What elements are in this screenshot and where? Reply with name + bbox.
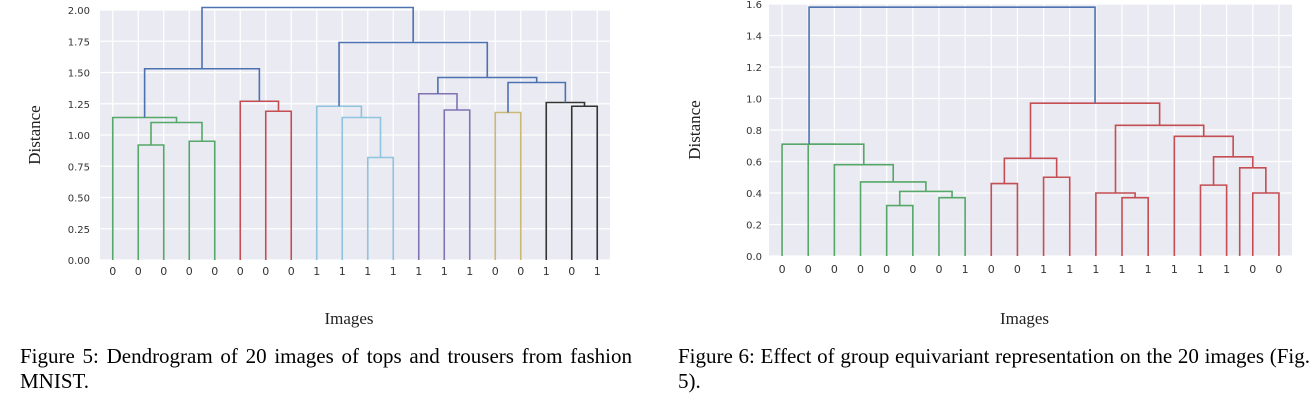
leaf-label: 1 (594, 265, 601, 278)
y-tick-label: 0.4 (746, 189, 762, 200)
y-tick-label: 1.50 (68, 69, 90, 80)
y-tick-label: 1.75 (68, 37, 90, 48)
y-axis-label: Distance (25, 105, 44, 164)
dendrogram-link (808, 6, 1096, 145)
y-tick-label: 1.0 (746, 95, 762, 106)
y-tick-label: 1.00 (68, 131, 90, 142)
y-tick-label: 1.6 (746, 0, 762, 11)
y-axis-label: Distance (685, 100, 704, 159)
y-tick-label: 0.0 (746, 252, 762, 263)
leaf-label: 1 (1197, 263, 1204, 276)
leaf-label: 1 (364, 265, 371, 278)
leaf-label: 1 (1145, 263, 1152, 276)
leaf-label: 0 (935, 263, 942, 276)
dendrogram-link (781, 143, 837, 256)
leaf-label: 1 (962, 263, 969, 276)
figure-6: 0.0 0.2 0.4 0.6 0.8 1.0 1.2 1.4 1.6 0 0 0 0 0 0 0 1 0 0 1 1 1… (660, 0, 1316, 410)
leaf-label: 1 (1040, 263, 1047, 276)
leaf-label: 0 (492, 265, 499, 278)
leaf-label: 1 (1171, 263, 1178, 276)
dendrogram-link (201, 6, 414, 69)
y-tick-label: 0.50 (68, 194, 90, 205)
figure-caption: Figure 6: Effect of group equivariant re… (678, 344, 1310, 393)
leaf-label: 0 (857, 263, 864, 276)
dendrogram-link (807, 143, 865, 256)
leaf-label: 0 (237, 265, 244, 278)
leaf-label: 1 (1066, 263, 1073, 276)
leaf-label: 0 (883, 263, 890, 276)
dendrogram-chart-fig5: 0.00 0.25 0.50 0.75 1.00 1.25 1.50 1.75 2.00 0 0 0 0… (25, 6, 610, 328)
figure-caption: Figure 5: Dendrogram of 20 images of top… (20, 344, 632, 393)
x-axis-label: Images (324, 309, 373, 328)
leaf-label: 0 (109, 265, 116, 278)
leaf-label: 0 (288, 265, 295, 278)
leaf-label: 1 (441, 265, 448, 278)
leaf-label: 0 (517, 265, 524, 278)
y-tick-label: 0.00 (68, 256, 90, 267)
leaf-label: 0 (160, 265, 167, 278)
leaf-label: 1 (313, 265, 320, 278)
leaf-label: 1 (1119, 263, 1126, 276)
y-tick-label: 1.25 (68, 100, 90, 111)
leaf-label: 0 (805, 263, 812, 276)
y-tick-label: 0.8 (746, 126, 762, 137)
leaf-label: 1 (1223, 263, 1230, 276)
leaf-label: 0 (1014, 263, 1021, 276)
leaf-label: 0 (1275, 263, 1282, 276)
leaf-label: 1 (466, 265, 473, 278)
y-tick-label: 0.2 (746, 221, 762, 232)
leaf-label: 0 (988, 263, 995, 276)
leaf-label: 0 (211, 265, 218, 278)
y-tick-label: 1.4 (746, 32, 762, 43)
y-tick-label: 0.75 (68, 162, 90, 173)
y-tick-label: 0.25 (68, 225, 90, 236)
leaf-label: 1 (390, 265, 397, 278)
y-tick-label: 1.2 (746, 63, 762, 74)
leaf-label: 1 (339, 265, 346, 278)
y-tick-label: 0.6 (746, 158, 762, 169)
leaf-label: 1 (543, 265, 550, 278)
leaf-label: 1 (415, 265, 422, 278)
leaf-label: 0 (186, 265, 193, 278)
leaf-label: 0 (1249, 263, 1256, 276)
leaf-label: 1 (1092, 263, 1099, 276)
leaf-label: 0 (135, 265, 142, 278)
leaf-label: 0 (909, 263, 916, 276)
dendrogram-chart-fig6: 0.0 0.2 0.4 0.6 0.8 1.0 1.2 1.4 1.6 0 0 0 0 0 0 0 1 0 0 1 1 1… (685, 0, 1292, 328)
figure-5: 0.00 0.25 0.50 0.75 1.00 1.25 1.50 1.75 2.00 0 0 0 0… (0, 0, 640, 410)
leaf-label: 0 (831, 263, 838, 276)
y-tick-label: 2.00 (68, 6, 90, 17)
leaf-label: 0 (568, 265, 575, 278)
x-axis-label: Images (1000, 309, 1049, 328)
leaf-label: 0 (262, 265, 269, 278)
leaf-label: 0 (779, 263, 786, 276)
